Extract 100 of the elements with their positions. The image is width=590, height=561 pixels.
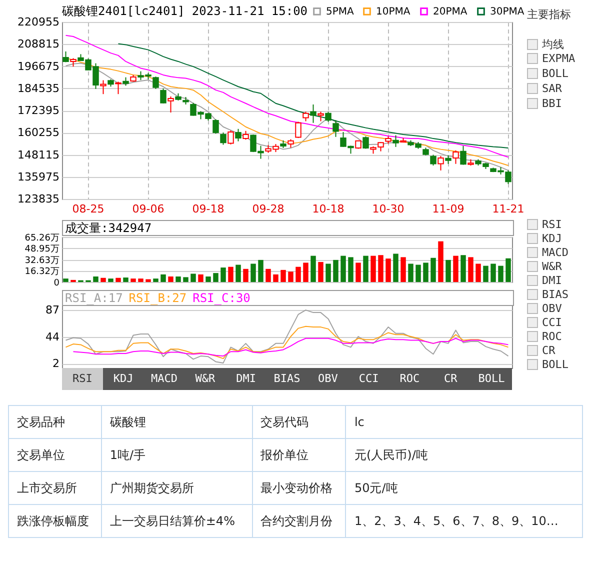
x-tick-label: 11-21 [492,202,524,216]
y-tick-label: 184535 [18,82,60,95]
text: 碳酸锂 [101,406,252,438]
text: 50元/吨 [346,472,582,504]
text: 1、2、3、4、5、6、7、8、9、10… [346,504,582,538]
x-tick-label: 09-06 [132,202,164,216]
bar [116,278,121,282]
text: BIAS [541,288,568,301]
bar [220,268,226,282]
bar [153,278,158,282]
bar [378,255,384,282]
y-tick-label: 44 [46,330,60,344]
bar [183,277,188,282]
bar [370,256,376,282]
candlestick [235,128,242,142]
text: CR [541,344,556,357]
text: 主要指标 [527,7,571,22]
y-tick-label: 196675 [18,60,60,73]
text: 最小变动价格 [252,472,346,504]
bar [326,264,331,282]
bar [340,256,346,282]
candlestick [152,76,159,90]
text: EXPMA [541,52,576,65]
bar [386,258,391,282]
text: OBV [541,302,562,315]
x-tick-label: 10-18 [312,202,344,216]
text: 1吨/手 [101,438,252,472]
bar [296,266,301,282]
bar [176,276,181,282]
candlestick [212,118,219,134]
bar [206,276,211,282]
candlestick [332,120,339,138]
candlestick [295,121,302,139]
text: W&R [541,260,562,273]
bar [123,278,128,282]
text: BOLL [541,67,568,80]
text: ROC [541,330,562,343]
line-series [72,338,509,357]
text: KDJ [541,232,562,245]
text: MACD [151,372,178,385]
candlestick [430,154,436,166]
line-series [118,43,509,149]
candlestick [325,111,332,122]
bar [318,262,324,282]
y-tick-label: 48.95万 [24,244,60,255]
text: lc [346,406,582,438]
text: CCI [541,316,562,329]
y-tick-label: 32.63万 [24,256,60,266]
bar [303,262,308,282]
bar [93,276,98,282]
bar [288,272,294,282]
bar [100,278,106,282]
candlestick [438,156,444,171]
bar [400,257,406,282]
bar [476,264,481,282]
x-tick-label: 09-18 [192,202,224,216]
x-tick-label: 09-28 [252,202,284,216]
bar [236,264,241,282]
line-series [65,34,509,158]
text: W&R [195,372,216,385]
bar [468,257,474,282]
bar [446,260,451,282]
text: BOLL [541,358,568,371]
bar [438,241,444,282]
bar [250,264,256,282]
text: 上一交易日结算价±4% [101,504,252,538]
bar [228,266,234,282]
candlestick [228,130,234,145]
text: CR [444,372,458,385]
text: 交易品种 [8,406,102,438]
y-tick-label: 65.26万 [24,234,60,244]
y-tick-label: 220955 [18,16,60,28]
candlestick [302,111,309,122]
bar [280,270,286,282]
y-tick-label: 87 [46,304,60,317]
y-tick-label: 172395 [18,104,60,117]
bar [63,278,68,282]
bar [108,278,114,282]
candlestick [168,96,174,113]
text: 元(人民币)/吨 [346,438,582,472]
bar [138,278,144,282]
bar [190,274,196,282]
bar [430,258,436,282]
candlestick [310,104,316,124]
text: MACD [541,246,568,259]
bar [168,276,174,282]
bar [356,262,361,282]
text: RSI_C:30 [192,291,250,305]
text: BOLL [478,372,505,385]
bar [146,279,151,282]
bar [408,264,414,282]
bar [266,268,271,282]
candlestick [115,81,122,95]
text: 合约交割月份 [252,504,346,538]
text: DMI [541,274,562,287]
text: 交易代码 [252,406,346,438]
y-tick-label: 208815 [18,38,60,51]
text: RSI_B:27 [128,291,187,305]
chart-title: 成交量:342947 [62,220,514,236]
bar [243,268,248,282]
